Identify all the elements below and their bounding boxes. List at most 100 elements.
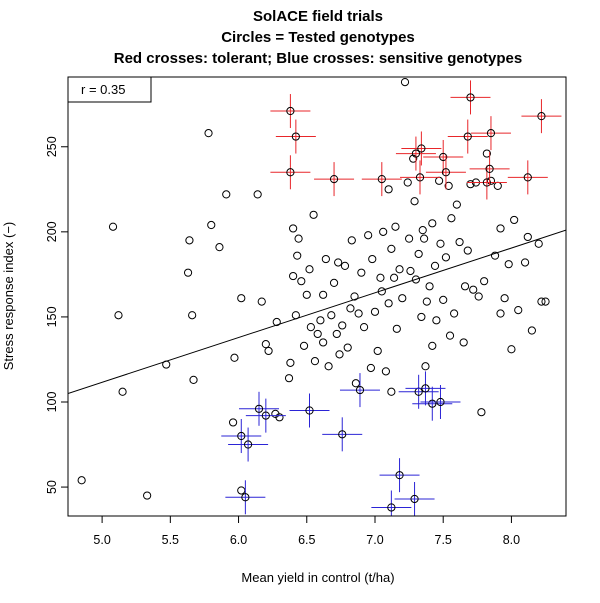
sensitive-point [228, 427, 269, 462]
tested-point [403, 178, 412, 187]
x-axis-label: Mean yield in control (t/ha) [241, 570, 394, 585]
tested-point [486, 176, 496, 185]
x-axis: 5.0 5.5 6.0 6.5 7.0 7.5 8.0 [93, 515, 520, 547]
tested-point [455, 237, 464, 247]
tested-point [77, 476, 86, 485]
legend-box: r = 0.35 [67, 76, 152, 103]
tested-point [391, 222, 400, 231]
x-tick-label: 8.0 [503, 533, 520, 547]
regression-line [68, 229, 566, 394]
tolerant-point [314, 162, 355, 197]
y-tick-label: 250 [45, 136, 59, 157]
tested-point [523, 232, 532, 242]
tested-point [389, 273, 399, 282]
tested-point [450, 309, 459, 318]
sensitive-point [289, 393, 330, 428]
tested-point [118, 387, 127, 396]
x-tick-label: 5.5 [162, 533, 179, 547]
tolerant-point [470, 116, 511, 151]
tested-point [466, 180, 475, 189]
tested-point [306, 323, 315, 332]
plot-area [68, 78, 566, 516]
sensitive-point [239, 391, 280, 426]
sensitive-point [245, 398, 286, 433]
tested-point [411, 275, 421, 284]
tested-point [228, 418, 238, 427]
series-tested [77, 78, 550, 500]
tested-point [520, 258, 530, 267]
tested-point [185, 236, 194, 245]
tested-point [253, 190, 262, 199]
tested-point [430, 261, 440, 270]
tested-point [261, 340, 270, 349]
tested-point [500, 294, 509, 303]
sensitive-point [221, 419, 262, 454]
tested-point [188, 311, 197, 320]
chart-title-line-3: Red crosses: tolerant; Blue crosses: sen… [114, 50, 522, 67]
tested-point [319, 338, 328, 347]
tested-point [428, 341, 437, 350]
tested-point [370, 307, 380, 316]
tested-point [447, 214, 456, 223]
tested-point [463, 246, 472, 255]
y-tick-label: 150 [45, 306, 59, 327]
tested-point [264, 346, 273, 356]
tested-point [414, 249, 423, 259]
tested-point [490, 251, 500, 260]
tested-point [366, 363, 375, 373]
tested-point [418, 226, 427, 235]
tested-point [381, 367, 391, 376]
y-tick-label: 200 [45, 221, 59, 242]
x-tick-label: 7.5 [435, 533, 452, 547]
tested-point [384, 299, 393, 308]
tested-point [410, 197, 419, 206]
tested-point [395, 265, 404, 274]
tested-point [409, 154, 418, 163]
tested-point [392, 324, 401, 333]
tested-point [376, 273, 385, 282]
tested-point [480, 277, 489, 286]
series-sensitive [221, 371, 461, 516]
tested-point [321, 254, 330, 264]
chart-title-line-2: Circles = Tested genotypes [221, 29, 415, 46]
tested-point [496, 224, 505, 233]
tested-point [272, 317, 281, 327]
tested-point [275, 413, 284, 422]
tested-point [354, 309, 363, 318]
sensitive-point [371, 490, 412, 516]
tested-point [286, 358, 295, 367]
tested-point [477, 408, 486, 417]
tested-point [541, 297, 550, 306]
tested-point [183, 268, 193, 277]
correlation-label: r = 0.35 [81, 82, 125, 97]
tolerant-point [425, 155, 466, 190]
tolerant-point [521, 99, 562, 134]
tested-point [537, 297, 546, 306]
tested-point [504, 260, 513, 269]
tested-point [204, 129, 213, 138]
tested-point [534, 239, 543, 248]
tested-point [222, 190, 231, 199]
tested-point [293, 251, 302, 260]
sensitive-point [339, 373, 380, 408]
tested-point [493, 181, 502, 190]
tested-point [425, 282, 434, 291]
tested-point [496, 309, 505, 318]
tested-point [284, 374, 294, 383]
tested-point [230, 353, 239, 362]
tested-point [299, 341, 309, 350]
tested-point [368, 254, 377, 264]
x-tick-label: 6.0 [230, 533, 247, 547]
tested-point [305, 265, 314, 274]
tested-point [215, 243, 224, 252]
tested-point [351, 379, 360, 388]
x-tick-label: 7.0 [366, 533, 383, 547]
tested-point [335, 350, 344, 359]
tested-point [387, 244, 396, 253]
tested-point [350, 292, 359, 301]
tested-point [379, 227, 388, 236]
tested-point [340, 261, 350, 270]
tested-point [237, 294, 246, 303]
tested-point [444, 181, 453, 190]
tested-point [439, 295, 448, 305]
